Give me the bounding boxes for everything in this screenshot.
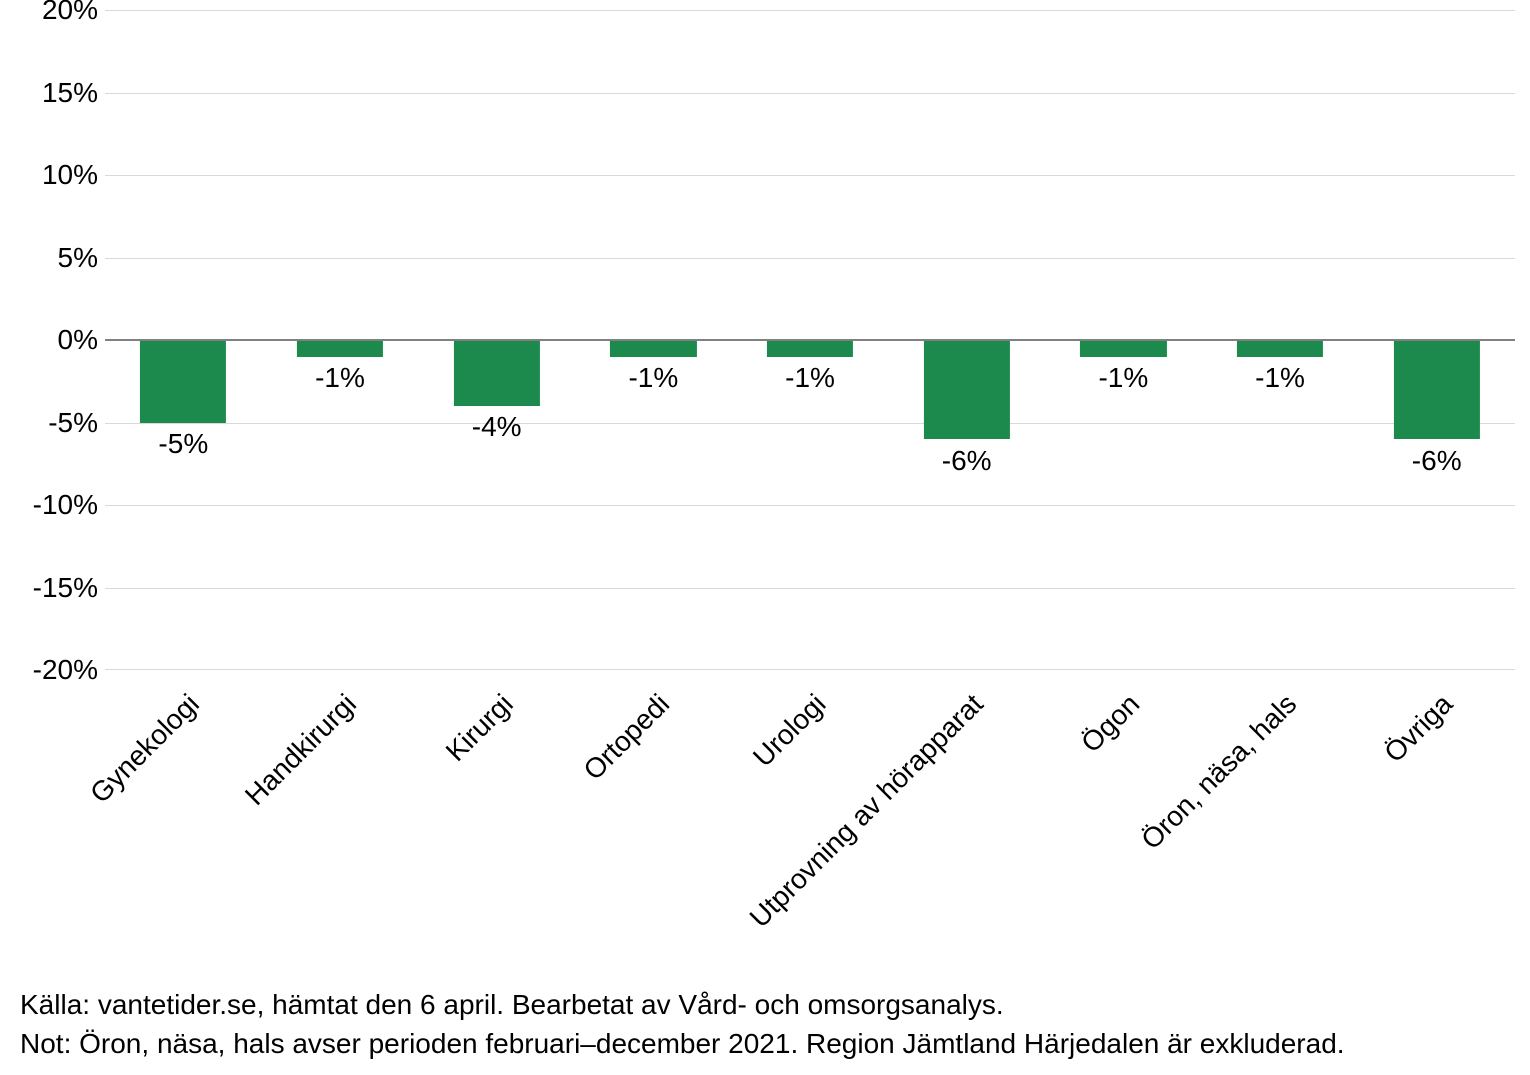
xlabel-slot: Ortopedi bbox=[575, 680, 732, 980]
note-line: Not: Öron, näsa, hals avser perioden feb… bbox=[20, 1024, 1345, 1063]
bar-chart: 20% 15% 10% 5% 0% -5% -10% -15% -20% -5%… bbox=[0, 0, 1530, 1075]
bar-utprovning-horapparat bbox=[924, 340, 1010, 439]
x-axis-labels: Gynekologi Handkirurgi Kirurgi Ortopedi … bbox=[105, 680, 1515, 980]
bar-urologi bbox=[767, 340, 853, 357]
bar-value-label: -6% bbox=[942, 445, 992, 477]
bar-value-label: -5% bbox=[158, 428, 208, 460]
xlabel-slot: Kirurgi bbox=[418, 680, 575, 980]
xlabel-slot: Övriga bbox=[1358, 680, 1515, 980]
chart-footer: Källa: vantetider.se, hämtat den 6 april… bbox=[20, 985, 1345, 1063]
bar-value-label: -1% bbox=[785, 362, 835, 394]
bar-value-label: -1% bbox=[1255, 362, 1305, 394]
ytick-label: -5% bbox=[8, 407, 98, 439]
bar-value-label: -4% bbox=[472, 411, 522, 443]
ytick-label: 15% bbox=[8, 77, 98, 109]
ytick-label: 10% bbox=[8, 159, 98, 191]
ytick-label: 20% bbox=[8, 0, 98, 26]
xlabel: Övriga bbox=[1378, 688, 1459, 769]
xlabel: Urologi bbox=[747, 688, 832, 773]
ytick-label: -20% bbox=[8, 654, 98, 686]
bar-ortopedi bbox=[610, 340, 696, 357]
bar-kirurgi bbox=[454, 340, 540, 406]
plot-area: -5% -1% -4% -1% -1% -6% bbox=[105, 10, 1515, 670]
ytick-label: 5% bbox=[8, 242, 98, 274]
xlabel-slot: Gynekologi bbox=[105, 680, 262, 980]
xlabel: Ögon bbox=[1075, 688, 1146, 759]
bar-ovriga bbox=[1394, 340, 1480, 439]
xlabel-slot: Handkirurgi bbox=[262, 680, 419, 980]
bar-value-label: -1% bbox=[315, 362, 365, 394]
xlabel-slot: Utprovning av hörapparat bbox=[888, 680, 1045, 980]
bar-gynekologi bbox=[140, 340, 226, 423]
xlabel: Kirurgi bbox=[439, 688, 519, 768]
zero-line bbox=[105, 339, 1515, 341]
ytick-label: -10% bbox=[8, 489, 98, 521]
bar-value-label: -1% bbox=[1098, 362, 1148, 394]
bar-handkirurgi bbox=[297, 340, 383, 357]
bar-value-label: -1% bbox=[628, 362, 678, 394]
ytick-label: 0% bbox=[8, 324, 98, 356]
bar-value-label: -6% bbox=[1412, 445, 1462, 477]
ytick-label: -15% bbox=[8, 572, 98, 604]
xlabel-slot: Öron, näsa, hals bbox=[1202, 680, 1359, 980]
source-line: Källa: vantetider.se, hämtat den 6 april… bbox=[20, 985, 1345, 1024]
bar-ogon bbox=[1080, 340, 1166, 357]
xlabel: Gynekologi bbox=[84, 688, 206, 810]
bar-oron-nasa-hals bbox=[1237, 340, 1323, 357]
xlabel: Ortopedi bbox=[577, 688, 676, 787]
